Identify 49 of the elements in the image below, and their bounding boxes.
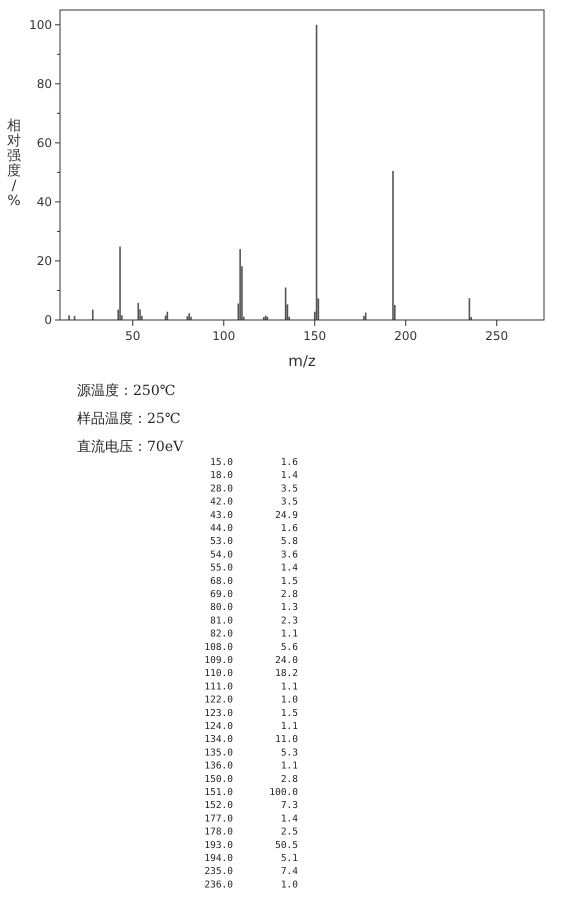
text: 194.0 5.1 — [204, 853, 298, 864]
text: 44.0 1.6 — [210, 523, 298, 534]
text: 82.0 1.1 — [210, 628, 298, 640]
text: 152.0 7.3 — [204, 800, 298, 812]
text: 69.0 2.8 — [210, 589, 298, 600]
text: 81.0 2.3 — [210, 615, 298, 626]
text: 54.0 3.6 — [210, 549, 298, 560]
text: 151.0 100.0 — [204, 787, 298, 798]
x-tick-label: 50 — [125, 329, 140, 343]
text: 235.0 7.4 — [204, 866, 298, 878]
text: 134.0 11.0 — [204, 734, 298, 746]
text: 43.0 24.9 — [210, 510, 298, 521]
x-tick-label: 250 — [485, 329, 508, 343]
text: 直流电压：70eV — [77, 439, 184, 455]
x-axis-title: m/z — [288, 352, 316, 370]
text: 68.0 1.5 — [210, 576, 298, 587]
text: 177.0 1.4 — [204, 813, 298, 824]
text: 124.0 1.1 — [204, 721, 298, 732]
text: 80.0 1.3 — [210, 602, 298, 614]
text: 111.0 1.1 — [204, 681, 298, 692]
y-tick-label: 60 — [36, 136, 52, 150]
text: 28.0 3.5 — [210, 483, 298, 494]
text: 178.0 2.5 — [204, 826, 298, 838]
y-axis-title: 相对强度/% — [7, 118, 21, 209]
text: 55.0 1.4 — [210, 562, 298, 574]
text: 110.0 18.2 — [204, 668, 298, 680]
x-tick-label: 200 — [394, 329, 418, 343]
y-tick-label: 0 — [44, 313, 52, 327]
text: 42.0 3.5 — [210, 496, 298, 508]
y-tick-label: 20 — [36, 254, 52, 268]
text: 135.0 5.3 — [204, 747, 298, 758]
text: 193.0 50.5 — [204, 840, 298, 851]
text: 109.0 24.0 — [204, 655, 298, 666]
y-tick-label: 100 — [29, 18, 52, 32]
text: 150.0 2.8 — [204, 774, 298, 785]
y-tick-label: 80 — [36, 76, 52, 91]
text: 122.0 1.0 — [204, 694, 298, 706]
text: 53.0 5.8 — [210, 536, 298, 548]
x-tick-label: 100 — [212, 329, 236, 343]
text: 18.0 1.4 — [210, 470, 298, 482]
y-tick-label: 40 — [36, 194, 52, 209]
text: 236.0 1.0 — [204, 879, 298, 890]
text: 108.0 5.6 — [204, 642, 298, 653]
text: 样品温度：25℃ — [77, 411, 180, 427]
text: 源温度：250℃ — [77, 383, 176, 399]
text: 15.0 1.6 — [210, 457, 298, 468]
x-tick-label: 150 — [303, 329, 326, 343]
text: 123.0 1.5 — [204, 708, 298, 719]
text: 136.0 1.1 — [204, 760, 298, 772]
